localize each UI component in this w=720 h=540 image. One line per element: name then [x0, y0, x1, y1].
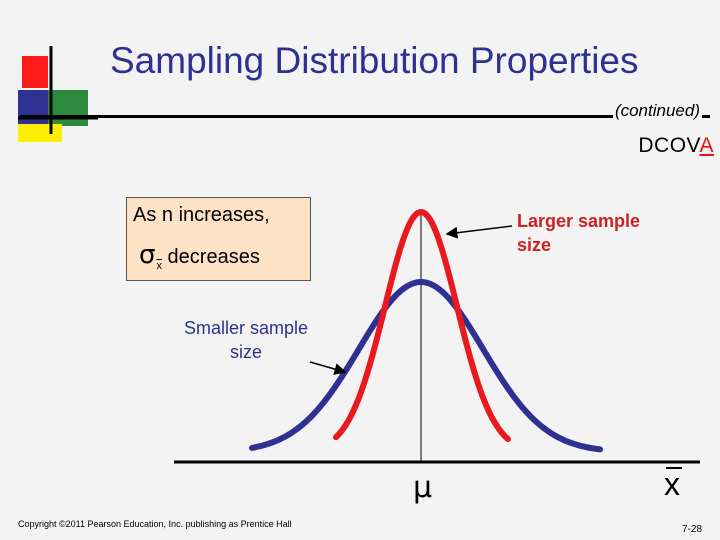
title-divider [20, 115, 710, 118]
larger-sample-label: Larger sample size [517, 211, 641, 255]
continued-label: (continued) [612, 101, 702, 121]
mean-symbol: μ [413, 470, 433, 505]
larger-sample-arrow [445, 225, 513, 239]
smaller-sample-label: Smaller sample size [183, 318, 309, 362]
dcova-label: DCOVA [638, 134, 714, 158]
smaller-sample-curve [249, 279, 603, 453]
smaller-sample-arrow [309, 361, 347, 375]
dcova-prefix: DCOV [638, 134, 700, 157]
note-box: As n increases, σx decreases [126, 197, 311, 281]
dcova-highlight: A [699, 134, 714, 157]
sigma-subscript: x [156, 260, 162, 272]
note-line-1: As n increases, [133, 204, 270, 226]
decorative-logo [18, 46, 98, 142]
sample-mean-axis-symbol: x [664, 466, 682, 502]
copyright-text: Copyright ©2011 Pearson Education, Inc. … [18, 519, 292, 529]
note-line-2: σx decreases [139, 240, 260, 272]
slide-number: 7-28 [681, 524, 702, 535]
slide-title: Sampling Distribution Properties [110, 40, 639, 81]
note-decreases: decreases [167, 246, 260, 268]
sigma-symbol: σ [139, 240, 156, 270]
larger-sample-curve [333, 209, 511, 443]
